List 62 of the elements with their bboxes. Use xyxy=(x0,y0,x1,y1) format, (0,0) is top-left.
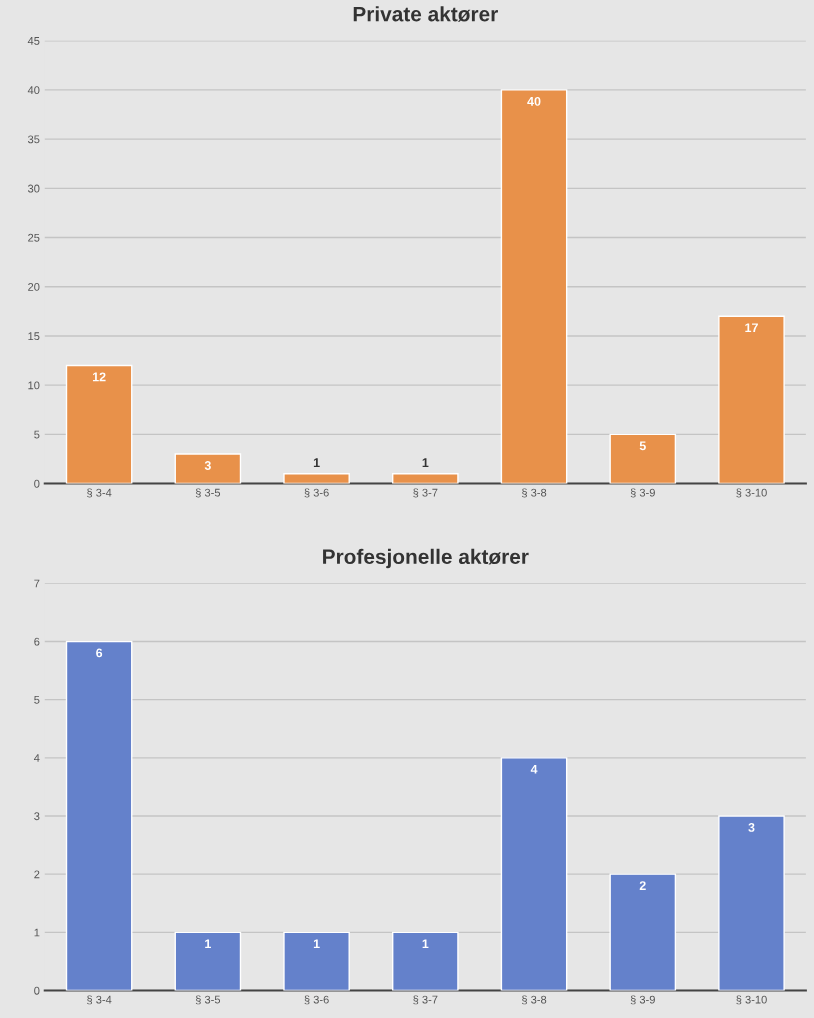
y-tick-label: 40 xyxy=(27,86,40,95)
bar xyxy=(609,433,677,484)
bar xyxy=(174,931,242,991)
x-tick-label: § 3-6 xyxy=(304,995,329,1005)
bar xyxy=(174,453,242,484)
y-tick-label: 25 xyxy=(28,233,40,242)
data-label: 2 xyxy=(639,881,646,890)
bar xyxy=(283,473,350,484)
data-label: 1 xyxy=(422,939,429,949)
y-tick-label: 45 xyxy=(27,37,40,45)
data-label: 1 xyxy=(205,939,211,949)
y-tick-label: 15 xyxy=(28,332,40,341)
y-tick-label: 5 xyxy=(34,696,40,704)
y-tick-label: 30 xyxy=(27,184,40,193)
bar xyxy=(392,931,459,991)
y-tick-label: 6 xyxy=(34,637,40,646)
y-tick-label: 35 xyxy=(27,135,40,144)
data-label: 6 xyxy=(96,648,103,658)
bar xyxy=(392,473,459,484)
x-tick-label: § 3-9 xyxy=(630,995,655,1005)
x-tick-label: § 3-9 xyxy=(630,488,655,498)
x-tick-label: § 3-4 xyxy=(87,488,112,498)
data-label: 1 xyxy=(313,458,320,467)
x-tick-label: § 3-7 xyxy=(413,488,438,498)
x-tick-label: § 3-7 xyxy=(413,995,438,1005)
x-tick-label: § 3-8 xyxy=(522,995,547,1005)
y-tick-label: 2 xyxy=(34,870,40,879)
chart-title: Profesjonelle aktører xyxy=(323,548,529,569)
x-tick-label: § 3-10 xyxy=(736,995,767,1005)
x-tick-label: § 3-5 xyxy=(195,995,221,1005)
data-label: 12 xyxy=(92,372,106,382)
y-tick-label: 20 xyxy=(28,283,40,291)
data-label: 5 xyxy=(639,441,646,451)
chart-title: Private aktører xyxy=(353,6,498,22)
data-label: 3 xyxy=(204,461,211,470)
x-tick-label: § 3-4 xyxy=(87,995,112,1005)
y-tick-label: 5 xyxy=(34,430,40,439)
data-label: 3 xyxy=(748,823,755,832)
bar xyxy=(65,640,133,991)
y-tick-label: 7 xyxy=(34,579,40,588)
bar xyxy=(718,815,785,991)
x-tick-label: § 3-8 xyxy=(522,488,547,498)
data-label: 40 xyxy=(527,96,541,106)
y-tick-label: 0 xyxy=(34,986,40,995)
bar xyxy=(500,757,568,991)
data-label: 17 xyxy=(745,323,758,332)
bar xyxy=(718,315,785,484)
data-label: 1 xyxy=(313,939,320,949)
y-tick-label: 4 xyxy=(33,754,40,762)
y-tick-label: 0 xyxy=(34,479,40,488)
x-tick-label: § 3-5 xyxy=(195,488,221,498)
bar xyxy=(65,364,133,484)
bar xyxy=(283,931,350,991)
data-label: 1 xyxy=(422,458,429,467)
y-tick-label: 3 xyxy=(34,812,40,821)
bar xyxy=(609,873,677,991)
bar xyxy=(500,89,568,484)
y-tick-label: 1 xyxy=(34,928,40,937)
x-tick-label: § 3-6 xyxy=(304,488,329,498)
y-tick-label: 10 xyxy=(28,381,40,390)
data-label: 4 xyxy=(530,764,538,774)
x-tick-label: § 3-10 xyxy=(736,488,767,498)
